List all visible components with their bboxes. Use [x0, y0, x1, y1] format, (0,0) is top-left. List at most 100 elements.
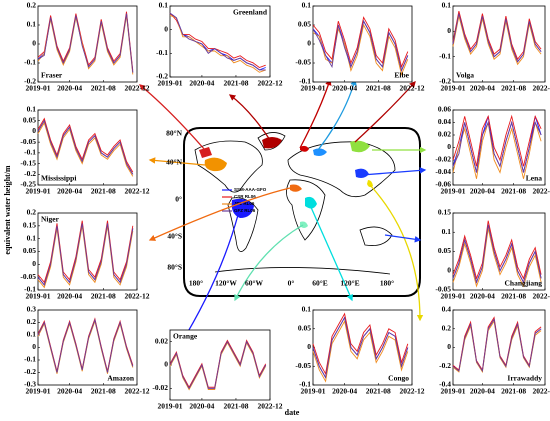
x-tick-label: 2022-12: [258, 402, 283, 411]
x-tick-label: 2020-04: [332, 84, 357, 93]
x-tick-label: 2019-01: [26, 84, 51, 93]
lat-label: 40°S: [167, 232, 182, 241]
y-tick-label: -0.1: [299, 380, 311, 389]
panel-title: Changjiang: [504, 279, 542, 288]
series-line: [312, 312, 409, 376]
x-tick-label: 2022-12: [125, 292, 150, 301]
y-tick-label: 0.1: [442, 1, 452, 10]
x-tick-label: 2021-08: [91, 84, 116, 93]
y-tick-label: 0: [164, 24, 168, 33]
x-tick-label: 2021-08: [223, 79, 248, 88]
series-line: [312, 320, 409, 383]
x-tick-label: 2020-04: [57, 187, 82, 196]
y-tick-label: 0: [447, 265, 451, 274]
x-tick-label: 2019-01: [301, 84, 326, 93]
x-tick-label: 2021-08: [223, 402, 248, 411]
y-tick-label: 0: [32, 342, 36, 351]
y-tick-label: 0.02: [155, 336, 168, 345]
y-tick-label: 0: [307, 39, 311, 48]
y-tick-label: 0: [307, 342, 311, 351]
x-axis-label: date: [285, 408, 300, 417]
lat-label: 0°: [175, 195, 182, 204]
y-tick-label: -0.2: [24, 367, 36, 376]
y-tick-label: -0.1: [24, 355, 36, 364]
x-tick-label: 2022-12: [125, 187, 150, 196]
y-tick-label: 0.15: [438, 208, 451, 217]
y-tick-label: 0.1: [442, 227, 452, 236]
y-tick-label: 0: [32, 259, 36, 268]
panel: -0.1 -0.05 0 0.05 0.1 2019-01 2020-04 2021-08 20…: [295, 305, 424, 396]
series-line: [452, 122, 542, 179]
y-tick-label: 0: [32, 126, 36, 135]
y-tick-label: 0.06: [438, 105, 451, 114]
series-line: [452, 13, 542, 63]
y-tick-label: 0.1: [302, 1, 312, 10]
y-tick-label: 0.2: [27, 317, 37, 326]
x-tick-label: 2021-08: [366, 387, 391, 396]
x-tick-label: 2021-08: [501, 187, 526, 196]
y-tick-label: -0.04: [435, 167, 451, 176]
y-tick-label: 0: [164, 360, 168, 369]
y-tick-label: -0.06: [435, 180, 451, 189]
series-line: [452, 220, 542, 280]
y-tick-label: -0.1: [156, 48, 168, 57]
panel-frame: [37, 5, 138, 83]
x-tick-label: 2019-01: [441, 187, 466, 196]
lon-label: 60°E: [312, 279, 328, 288]
y-tick-label: -0.02: [152, 383, 168, 392]
x-tick-label: 2019-01: [441, 387, 466, 396]
x-tick-label: 2022-12: [258, 79, 283, 88]
y-tick-label: 0.05: [23, 246, 36, 255]
y-tick-label: 0.05: [23, 115, 36, 124]
x-tick-label: 2020-04: [470, 187, 495, 196]
y-tick-label: -0.1: [299, 77, 311, 86]
x-tick-label: 2021-08: [501, 292, 526, 301]
y-tick-label: 0.3: [27, 305, 37, 314]
y-tick-label: -0.05: [435, 285, 451, 294]
lon-label: 0°: [288, 279, 295, 288]
x-tick-label: 2019-01: [26, 187, 51, 196]
lat-label: 80°N: [166, 129, 182, 138]
panel: -0.4 -0.2 0 0.2 0.4 2019-01 2020-04 2021-08 2022…: [439, 305, 550, 396]
x-tick-label: 2019-01: [158, 79, 183, 88]
series-line: [452, 228, 542, 288]
x-tick-label: 2020-04: [332, 387, 357, 396]
y-tick-label: 0.05: [438, 246, 451, 255]
x-tick-label: 2022-12: [400, 84, 425, 93]
y-tick-label: 0.15: [23, 221, 36, 230]
x-tick-label: 2020-04: [57, 292, 82, 301]
x-tick-label: 2021-08: [91, 387, 116, 396]
x-tick-label: 2021-08: [501, 84, 526, 93]
panel-title: Congo: [388, 374, 409, 383]
x-tick-label: 2019-01: [26, 387, 51, 396]
x-tick-label: 2020-04: [57, 387, 82, 396]
y-tick-label: -0.15: [20, 158, 36, 167]
series-line: [169, 12, 266, 71]
series-line: [312, 16, 409, 69]
lon-label: 120°W: [215, 279, 237, 288]
panel-frame: [37, 212, 138, 291]
lon-label: 180°: [380, 279, 394, 288]
x-tick-label: 2022-12: [533, 187, 550, 196]
panel: -0.1 -0.05 0 0.05 0.1 0.15 0.2 2019-01 2020-04 20…: [20, 208, 149, 301]
panel: -0.02 0 0.02 2019-01 2020-04 2021-08 2022-12 Or…: [152, 329, 283, 411]
y-tick-label: -0.02: [435, 155, 451, 164]
panel: -0.3 -0.2 -0.1 0 0.1 0.2 0.3 2019-01 2020-04 2021…: [24, 305, 150, 396]
y-tick-label: 0: [447, 142, 451, 151]
series-line: [37, 121, 134, 177]
y-tick-label: 0.1: [27, 105, 37, 114]
legend: SSM-AAA-GFO CSR RL06 JPL RL06 GFZ RL06: [222, 187, 267, 213]
y-tick-label: 0.2: [442, 323, 452, 332]
y-axis-label: equivalent water height/m: [3, 165, 12, 255]
panel: -0.25 -0.2 -0.15-0.1 -0.05 0 0.050.1 2019-01 20…: [20, 105, 149, 196]
x-tick-label: 2020-04: [470, 292, 495, 301]
panel: -0.1 -0.05 0 0.05 0.1 2019-01 2020-04 2021-08 20…: [295, 1, 424, 93]
series-line: [37, 13, 134, 73]
y-tick-label: 0: [447, 26, 451, 35]
world-map: SSM-AAA-GFO CSR RL06 JPL RL06 GFZ RL06 80°N…: [139, 78, 427, 347]
x-tick-label: 2022-12: [125, 387, 150, 396]
x-tick-label: 2020-04: [189, 402, 214, 411]
y-tick-label: -0.3: [24, 380, 36, 389]
lon-label: 60°W: [245, 279, 263, 288]
